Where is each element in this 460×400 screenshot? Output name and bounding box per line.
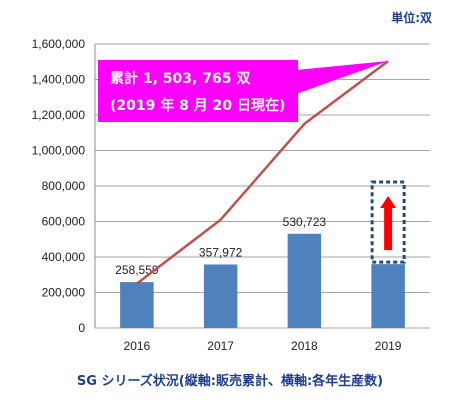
bar-series: 258,559 357,972 530,723	[115, 215, 405, 328]
bar-data-label: 357,972	[199, 245, 243, 259]
cumulative-line-series	[136, 60, 389, 285]
bar	[120, 282, 154, 328]
chart-caption: SG シリーズ状況(縦軸:販売累計、横軸:各年生産数)	[77, 373, 383, 389]
callout-line-2: (2019 年 8 月 20 日現在)	[110, 97, 285, 114]
y-tick-label: 1,000,000	[32, 144, 86, 158]
bar	[287, 233, 322, 328]
y-tick-label: 1,600,000	[32, 37, 86, 51]
x-tick-label: 2017	[207, 339, 234, 353]
y-tick-label: 0	[78, 321, 85, 335]
bar	[371, 264, 405, 328]
unit-label: 単位:双	[391, 10, 432, 25]
callout-pointer	[296, 61, 389, 94]
cumulative-line	[136, 60, 389, 285]
y-tick-label: 200,000	[42, 286, 86, 300]
callout-box	[98, 60, 298, 122]
y-tick-label: 800,000	[42, 179, 86, 193]
x-tick-label: 2019	[375, 339, 402, 353]
x-tick-label: 2016	[124, 339, 151, 353]
x-axis-ticks: 2016 2017 2018 2019	[124, 339, 402, 353]
y-tick-label: 1,400,000	[32, 73, 86, 87]
y-axis-ticks: 0 200,000 400,000 600,000 800,000 1,000,000 1,…	[32, 37, 86, 335]
bar	[203, 264, 238, 328]
bar-data-label: 530,723	[283, 215, 327, 229]
callout-line-1: 累計 1, 503, 765 双	[110, 70, 250, 87]
up-arrow-icon	[380, 196, 397, 251]
bar-data-label: 258,559	[115, 263, 159, 277]
y-tick-label: 600,000	[42, 215, 86, 229]
y-tick-label: 1,200,000	[32, 108, 86, 122]
y-tick-label: 400,000	[42, 250, 86, 264]
dashed-box	[370, 180, 406, 264]
callout-group: 累計 1, 503, 765 双 (2019 年 8 月 20 日現在)	[98, 60, 389, 122]
x-tick-label: 2018	[291, 339, 318, 353]
annotation-group	[370, 180, 406, 264]
